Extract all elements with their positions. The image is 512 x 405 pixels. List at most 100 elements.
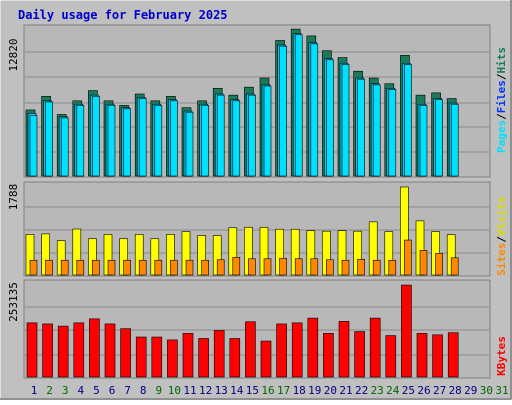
sites-bar xyxy=(450,257,459,276)
kbytes-bar xyxy=(369,317,381,378)
x-tick-label: 9 xyxy=(155,384,162,397)
visits-ymax-label: 1788 xyxy=(7,184,20,211)
pages-bar xyxy=(92,95,100,177)
x-tick-label: 2 xyxy=(46,384,53,397)
kbytes-bar xyxy=(26,322,38,378)
pages-bar xyxy=(170,100,178,177)
sites-bar xyxy=(123,259,131,276)
kbytes-legend: KBytes xyxy=(495,336,508,376)
sites-bar xyxy=(185,259,194,276)
sites-bar xyxy=(279,257,287,276)
x-tick-label: 13 xyxy=(215,384,228,397)
sites-bar xyxy=(294,258,303,276)
sites-bar xyxy=(216,259,225,276)
pages-bar xyxy=(76,105,85,177)
pages-bar xyxy=(60,117,69,177)
sites-bar xyxy=(138,259,147,276)
x-tick-label: 25 xyxy=(402,384,415,397)
sites-bar xyxy=(76,259,85,276)
x-tick-label: 3 xyxy=(62,384,69,397)
x-tick-label: 16 xyxy=(261,384,274,397)
x-tick-label: 8 xyxy=(140,384,147,397)
legend-sites: Sites xyxy=(495,243,508,276)
kbytes-bar xyxy=(42,323,53,378)
pages-bar xyxy=(263,85,272,177)
kbytes-bar xyxy=(338,321,350,378)
legend-pages: Pages xyxy=(495,120,508,153)
kbytes-bar xyxy=(385,335,397,378)
kbytes-bar xyxy=(447,332,459,378)
sites-bar xyxy=(154,259,163,276)
sites-bar xyxy=(232,256,241,276)
pages-bar xyxy=(404,64,412,177)
kbytes-bar xyxy=(276,323,287,378)
sites-bar xyxy=(419,250,428,276)
x-tick-label: 29 xyxy=(464,384,477,397)
pages-bar xyxy=(107,105,116,177)
pages-bar xyxy=(294,34,303,177)
kbytes-bar xyxy=(229,338,241,378)
kbytes-bar xyxy=(120,328,131,378)
kbytes-panel xyxy=(23,279,491,379)
sites-bar xyxy=(404,239,412,276)
sites-bar xyxy=(326,259,334,276)
x-tick-label: 27 xyxy=(433,384,446,397)
pages-bar xyxy=(154,105,163,177)
x-tick-label: 28 xyxy=(449,384,462,397)
kbytes-bar xyxy=(213,330,225,378)
pages-bar xyxy=(201,105,209,177)
pages-bar xyxy=(123,108,131,177)
x-tick-label: 1 xyxy=(31,384,38,397)
x-axis-labels: 1 2 3 4 5 6 7 8 9 10 11 12 13 14 15 16 17 18 19 20 21 22 23 24 2… xyxy=(31,384,509,397)
bars xyxy=(25,28,459,378)
pages-bar xyxy=(45,101,53,177)
x-tick-label: 20 xyxy=(324,384,337,397)
x-tick-label: 31 xyxy=(495,384,508,397)
pages-bar xyxy=(341,64,350,177)
pages-bar xyxy=(216,94,225,177)
pages-bar xyxy=(29,115,38,177)
kbytes-bar xyxy=(104,323,116,378)
visits-legend: Sites/Visits xyxy=(495,196,508,276)
x-tick-label: 30 xyxy=(480,384,493,397)
sites-bar xyxy=(310,258,319,276)
chart-title: Daily usage for February 2025 xyxy=(18,8,228,22)
x-tick-label: 19 xyxy=(308,384,321,397)
pages-bar xyxy=(419,105,428,177)
sites-bar xyxy=(388,259,397,276)
legend-hits: Hits xyxy=(495,47,508,74)
sites-bar xyxy=(435,253,443,276)
pages-bar xyxy=(388,89,397,177)
pages-bar xyxy=(435,99,443,177)
kbytes-bar xyxy=(182,333,194,378)
kbytes-ymax-label: 253135 xyxy=(7,282,20,322)
pages-bar xyxy=(232,100,241,177)
sites-bar xyxy=(341,259,350,276)
kbytes-bar xyxy=(57,325,69,378)
x-tick-label: 4 xyxy=(77,384,84,397)
x-tick-label: 21 xyxy=(339,384,352,397)
sites-bar xyxy=(201,259,209,276)
kbytes-bar xyxy=(167,339,178,378)
x-tick-label: 14 xyxy=(230,384,244,397)
sites-bar xyxy=(29,259,38,276)
legend-files: Files xyxy=(495,80,508,113)
sites-bar xyxy=(107,259,116,276)
x-tick-label: 24 xyxy=(386,384,400,397)
pages-bar xyxy=(185,111,194,177)
kbytes-bar xyxy=(401,284,412,378)
kbytes-bar xyxy=(73,322,85,378)
hits-legend: Pages/Files/Hits xyxy=(495,47,508,153)
pages-bar xyxy=(138,98,147,177)
sites-bar xyxy=(60,259,69,276)
kbytes-bar xyxy=(198,338,209,378)
kbytes-bar xyxy=(89,318,100,378)
sites-bar xyxy=(170,259,178,276)
sites-bar xyxy=(263,258,272,276)
pages-bar xyxy=(372,84,381,177)
x-tick-label: 18 xyxy=(293,384,306,397)
pages-bar xyxy=(357,78,365,177)
kbytes-bar xyxy=(260,340,272,378)
kbytes-bar xyxy=(323,333,334,378)
